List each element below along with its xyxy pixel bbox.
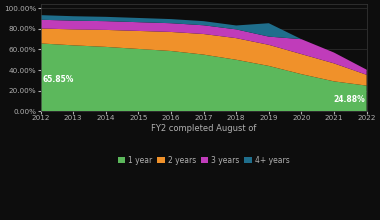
Text: 65.85%: 65.85% bbox=[42, 75, 74, 84]
Legend: 1 year, 2 years, 3 years, 4+ years: 1 year, 2 years, 3 years, 4+ years bbox=[114, 152, 293, 168]
Text: 24.88%: 24.88% bbox=[333, 95, 365, 104]
X-axis label: FY2 completed August of: FY2 completed August of bbox=[151, 124, 256, 133]
